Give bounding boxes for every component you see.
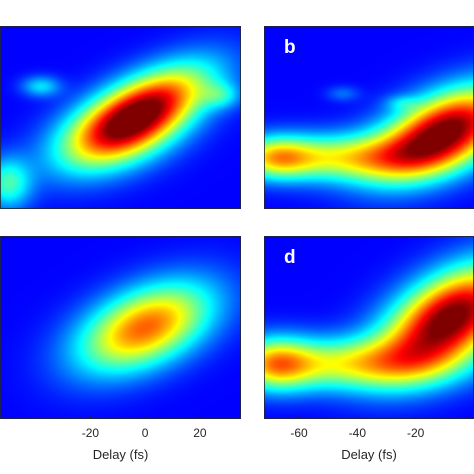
x-tick-label-d-1: -40: [349, 426, 367, 440]
heatmap-a: [0, 26, 241, 209]
heatmap-b: [264, 26, 474, 209]
axes-frame-a: [0, 26, 241, 209]
panel-d: d -60 -40 -20 Delay (fs): [264, 236, 474, 462]
x-tick-label-c-0: -20: [82, 426, 100, 440]
x-axis-label-c: Delay (fs): [93, 447, 149, 462]
x-tick-label-d-0: -60: [290, 426, 308, 440]
x-tick-label-c-2: 20: [193, 426, 207, 440]
x-tick-label-c-1: 0: [142, 426, 149, 440]
panel-c: -20 0 20 Delay (fs): [0, 236, 241, 462]
x-axis-label-d: Delay (fs): [341, 447, 397, 462]
heatmap-c: [0, 236, 241, 419]
axes-frame-c: [0, 236, 241, 419]
panel-letter-d: d: [284, 247, 296, 268]
panel-letter-b: b: [284, 37, 296, 58]
panel-a: [0, 26, 241, 209]
panel-b: b: [264, 26, 474, 209]
heatmap-d: [264, 236, 474, 419]
x-tick-label-d-2: -20: [407, 426, 425, 440]
